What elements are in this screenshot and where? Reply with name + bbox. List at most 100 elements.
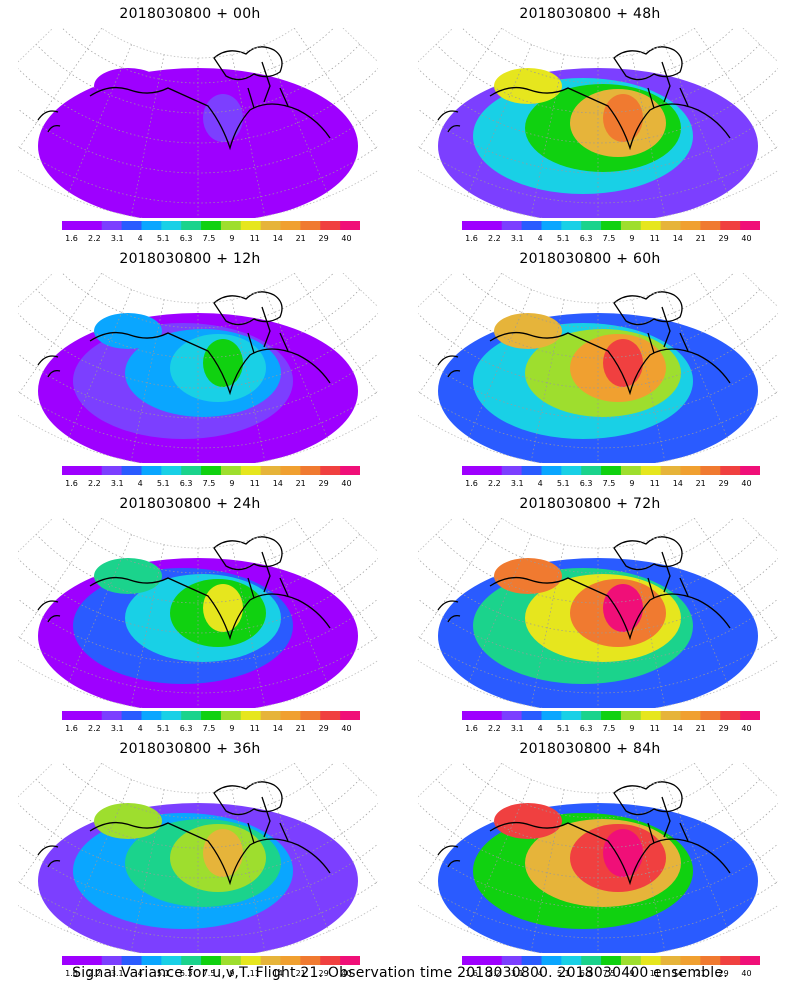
colorbar-label: 2.2 bbox=[488, 479, 501, 488]
panel-title: 2018030800 + 84h bbox=[519, 741, 661, 757]
colorbar-label: 1.6 bbox=[65, 234, 78, 243]
colorbar-label: 5.1 bbox=[557, 234, 570, 243]
colorbar: 1.6 2.2 3.1 4 5.1 6.3 7.5 9 11 14 21 29 40 bbox=[462, 221, 760, 243]
coastlines bbox=[437, 536, 731, 641]
colorbar-swatch bbox=[320, 466, 341, 475]
colorbar-label: 4 bbox=[138, 724, 143, 733]
colorbar-label: 7.5 bbox=[603, 969, 616, 978]
colorbar: 1.6 2.2 3.1 4 5.1 6.3 7.5 9 11 14 21 29 40 bbox=[62, 956, 360, 978]
colorbar-swatch bbox=[620, 466, 642, 475]
colorbar-label: 4 bbox=[138, 234, 143, 243]
colorbar-swatch bbox=[81, 221, 103, 230]
colorbar-swatch bbox=[720, 711, 741, 720]
colorbar-label: 9 bbox=[629, 969, 634, 978]
colorbar-swatch bbox=[161, 711, 182, 720]
colorbar-label: 1.6 bbox=[65, 479, 78, 488]
colorbar-swatch bbox=[81, 956, 103, 965]
colorbar-swatch bbox=[121, 711, 142, 720]
colorbar-swatch bbox=[340, 956, 360, 965]
colorbar-swatch bbox=[300, 466, 321, 475]
colorbar-label: 7.5 bbox=[603, 479, 616, 488]
colorbar-swatch bbox=[640, 466, 662, 475]
variance-contour bbox=[203, 584, 243, 632]
forecast-panel: 2018030800 + 24h 1.6 2.2 3.1 4 5.1 6.3 7.5 9 11 14… bbox=[0, 490, 400, 735]
colorbar-swatch bbox=[141, 711, 162, 720]
colorbar-swatch bbox=[101, 956, 123, 965]
colorbar-label: 14 bbox=[273, 234, 283, 243]
colorbar-swatch bbox=[740, 221, 760, 230]
colorbar-swatch bbox=[280, 221, 301, 230]
colorbar-label: 7.5 bbox=[603, 724, 616, 733]
colorbar-label: 40 bbox=[741, 724, 751, 733]
colorbar-swatch bbox=[740, 956, 760, 965]
colorbar-swatch bbox=[121, 221, 142, 230]
colorbar-swatch bbox=[501, 221, 523, 230]
colorbar-swatch bbox=[300, 711, 321, 720]
colorbar-label: 14 bbox=[673, 724, 683, 733]
colorbar-label: 3.1 bbox=[511, 724, 524, 733]
colorbar: 1.6 2.2 3.1 4 5.1 6.3 7.5 9 11 14 21 29 40 bbox=[62, 711, 360, 733]
colorbar-swatch bbox=[81, 466, 103, 475]
colorbar-swatch bbox=[161, 466, 182, 475]
colorbar-label: 21 bbox=[296, 234, 306, 243]
colorbar-swatch bbox=[581, 956, 602, 965]
colorbar-label: 2.2 bbox=[488, 969, 501, 978]
colorbar-label: 5.1 bbox=[557, 724, 570, 733]
colorbar-swatch bbox=[220, 711, 242, 720]
colorbar-swatch bbox=[561, 221, 582, 230]
variance-map bbox=[18, 273, 378, 463]
colorbar-label: 4 bbox=[538, 479, 543, 488]
coastlines bbox=[437, 781, 731, 886]
colorbar-label: 7.5 bbox=[203, 724, 216, 733]
colorbar-swatch bbox=[260, 956, 282, 965]
colorbar-label: 5.1 bbox=[557, 969, 570, 978]
colorbar-swatch bbox=[640, 956, 662, 965]
colorbar-swatch bbox=[101, 711, 123, 720]
panel-title: 2018030800 + 12h bbox=[119, 251, 261, 267]
coastlines bbox=[437, 291, 731, 396]
colorbar-label: 3.1 bbox=[511, 479, 524, 488]
colorbar-swatch bbox=[640, 221, 662, 230]
colorbar-label: 4 bbox=[538, 234, 543, 243]
forecast-panel: 2018030800 + 60h 1.6 2.2 3.1 4 5.1 6.3 7.5 9 11 14… bbox=[400, 245, 800, 490]
colorbar: 1.6 2.2 3.1 4 5.1 6.3 7.5 9 11 14 21 29 40 bbox=[462, 466, 760, 488]
colorbar-swatch bbox=[280, 956, 301, 965]
coastlines bbox=[37, 46, 331, 151]
colorbar-swatch bbox=[181, 956, 202, 965]
variance-map bbox=[18, 518, 378, 708]
colorbar-label: 7.5 bbox=[203, 969, 216, 978]
colorbar-swatch bbox=[201, 956, 222, 965]
colorbar-label: 7.5 bbox=[203, 479, 216, 488]
colorbar-label: 2.2 bbox=[88, 724, 101, 733]
colorbar-label: 29 bbox=[719, 479, 729, 488]
colorbar-swatch bbox=[220, 956, 242, 965]
colorbar-label: 40 bbox=[341, 479, 351, 488]
colorbar-swatch bbox=[280, 711, 301, 720]
colorbar-swatch bbox=[680, 221, 701, 230]
forecast-panel: 2018030800 + 84h 1.6 2.2 3.1 4 5.1 6.3 7.5 9 11 14… bbox=[400, 735, 800, 980]
colorbar-swatch bbox=[462, 956, 483, 965]
colorbar-label: 11 bbox=[650, 724, 660, 733]
colorbar-swatch bbox=[660, 711, 682, 720]
variance-map bbox=[18, 28, 378, 218]
colorbar-label: 9 bbox=[229, 234, 234, 243]
forecast-panel: 2018030800 + 72h 1.6 2.2 3.1 4 5.1 6.3 7.5 9 11 14… bbox=[400, 490, 800, 735]
colorbar-swatch bbox=[462, 221, 483, 230]
lat-lon-grid bbox=[18, 28, 378, 218]
colorbar-swatch bbox=[201, 221, 222, 230]
colorbar-swatch bbox=[720, 221, 741, 230]
colorbar-swatch bbox=[280, 466, 301, 475]
colorbar-swatch bbox=[220, 221, 242, 230]
colorbar-label: 9 bbox=[629, 724, 634, 733]
colorbar-label: 21 bbox=[296, 969, 306, 978]
colorbar-label: 40 bbox=[341, 969, 351, 978]
variance-contour bbox=[203, 339, 243, 387]
colorbar-swatch bbox=[561, 466, 582, 475]
colorbar-label: 29 bbox=[719, 724, 729, 733]
colorbar-label: 6.3 bbox=[180, 969, 193, 978]
variance-contour bbox=[603, 339, 643, 387]
variance-map bbox=[418, 518, 778, 708]
colorbar-label: 6.3 bbox=[580, 724, 593, 733]
forecast-panel: 2018030800 + 00h 1.6 2.2 3.1 4 5.1 6.3 7.5 9 11 14… bbox=[0, 0, 400, 245]
variance-contour bbox=[94, 68, 162, 104]
